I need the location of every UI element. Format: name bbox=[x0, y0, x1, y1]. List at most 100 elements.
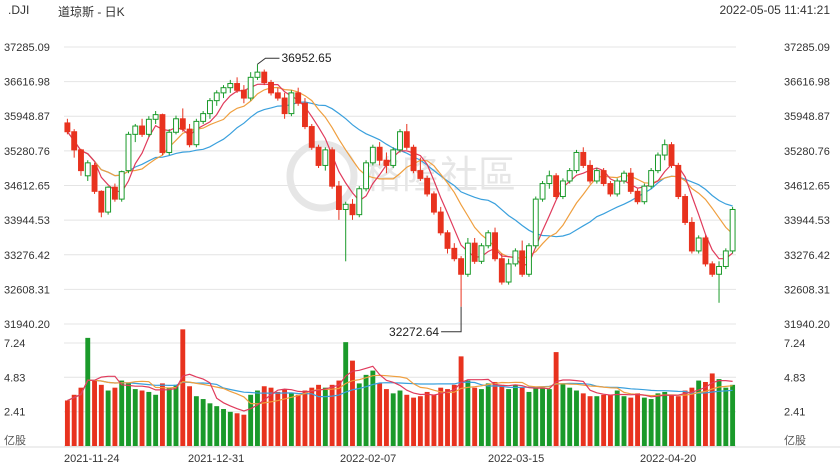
volume-bar bbox=[377, 383, 383, 446]
volume-tick-left: 2.41 bbox=[4, 407, 25, 419]
volume-bar bbox=[261, 386, 267, 446]
volume-ma5-line bbox=[67, 365, 733, 412]
candle-up bbox=[654, 154, 661, 172]
candle-down bbox=[349, 203, 356, 216]
volume-bar bbox=[275, 391, 281, 446]
volume-bar bbox=[112, 387, 118, 446]
candle-up bbox=[566, 170, 573, 182]
watermark-logo-icon bbox=[286, 140, 358, 212]
candle-down bbox=[430, 193, 437, 213]
symbol-code: .DJI bbox=[8, 3, 30, 17]
volume-bar bbox=[553, 352, 559, 446]
volume-bar bbox=[479, 389, 484, 446]
price-tick-left: 37285.09 bbox=[4, 42, 50, 54]
timestamp: 2022-05-05 11:41:21 bbox=[719, 3, 830, 17]
candle-down bbox=[302, 102, 308, 128]
candle-down bbox=[315, 146, 322, 166]
candle-up bbox=[390, 149, 397, 166]
candle-down bbox=[607, 183, 614, 195]
volume-bar bbox=[730, 384, 736, 446]
volume-bar bbox=[153, 394, 159, 446]
volume-bar bbox=[71, 394, 77, 446]
candle-down bbox=[668, 144, 675, 166]
candle-up bbox=[369, 146, 376, 164]
volume-bar bbox=[607, 394, 613, 446]
candle-up bbox=[200, 113, 207, 122]
candle-up bbox=[661, 144, 668, 156]
volume-bar bbox=[689, 387, 695, 446]
candle-down bbox=[627, 172, 634, 192]
volume-bar bbox=[187, 386, 193, 446]
candle-up bbox=[193, 120, 200, 146]
high-annotation-label: 36952.65 bbox=[281, 51, 331, 65]
volume-bar bbox=[214, 406, 220, 446]
volume-bar bbox=[64, 400, 70, 446]
price-tick-left: 34612.65 bbox=[4, 180, 50, 192]
candle-down bbox=[234, 83, 241, 91]
volume-bar bbox=[119, 380, 125, 446]
price-tick-left: 33944.53 bbox=[4, 215, 50, 227]
volume-bar bbox=[350, 360, 355, 446]
candle-up bbox=[105, 186, 112, 213]
candle-down bbox=[383, 159, 390, 166]
volume-bar bbox=[506, 389, 512, 446]
candle-series bbox=[64, 64, 736, 307]
candle-up bbox=[648, 170, 655, 187]
volume-unit-left: 亿股 bbox=[4, 434, 26, 447]
volume-bar bbox=[587, 396, 593, 446]
date-tick: 2021-12-31 bbox=[188, 453, 244, 465]
volume-bar bbox=[248, 394, 254, 446]
volume-bar bbox=[662, 391, 668, 446]
volume-tick-left: 4.83 bbox=[4, 372, 25, 384]
candle-down bbox=[587, 164, 594, 182]
volume-bar bbox=[580, 393, 586, 446]
candle-down bbox=[186, 128, 193, 146]
volume-series bbox=[64, 329, 736, 446]
volume-bar bbox=[146, 391, 152, 446]
candle-up bbox=[397, 131, 403, 151]
chart-title: 道琼斯 - 日K bbox=[58, 5, 125, 19]
price-tick-right: 34612.65 bbox=[784, 180, 830, 192]
volume-bar bbox=[329, 384, 335, 446]
candle-down bbox=[580, 151, 587, 166]
volume-bar bbox=[159, 383, 165, 446]
low-annotation-label: 32272.64 bbox=[389, 325, 439, 339]
candle-down bbox=[139, 125, 146, 135]
candle-up bbox=[722, 250, 729, 267]
candle-up bbox=[464, 242, 471, 275]
candle-down bbox=[268, 82, 274, 94]
candle-up bbox=[254, 71, 261, 78]
volume-bar bbox=[295, 394, 301, 446]
volume-bar bbox=[322, 387, 328, 446]
volume-bar bbox=[499, 384, 505, 446]
volume-bar bbox=[193, 396, 199, 446]
candle-up bbox=[322, 149, 329, 166]
price-tick-right: 32608.31 bbox=[784, 284, 830, 296]
volume-bar bbox=[78, 387, 84, 446]
candle-down bbox=[295, 92, 302, 104]
candle-down bbox=[335, 185, 342, 210]
volume-bar bbox=[336, 380, 342, 446]
volume-bar bbox=[173, 384, 179, 446]
low-annotation-leader bbox=[441, 306, 462, 333]
volume-bar bbox=[98, 384, 104, 446]
candle-down bbox=[403, 131, 410, 148]
candle-down bbox=[471, 242, 478, 262]
candle-up bbox=[593, 170, 600, 182]
volume-bar bbox=[411, 397, 417, 446]
volume-bar bbox=[397, 390, 403, 446]
candle-up bbox=[227, 83, 234, 89]
volume-tick-right: 7.24 bbox=[784, 338, 805, 350]
candle-up bbox=[118, 171, 125, 200]
price-tick-right: 35948.87 bbox=[784, 111, 830, 123]
candle-up bbox=[152, 114, 159, 120]
volume-bar bbox=[445, 389, 450, 446]
volume-bar bbox=[533, 387, 539, 446]
volume-bar bbox=[621, 396, 627, 446]
candle-up bbox=[621, 172, 627, 182]
candle-down bbox=[91, 164, 98, 192]
candle-up bbox=[166, 131, 173, 153]
candle-down bbox=[159, 114, 166, 153]
price-tick-left: 36616.98 bbox=[4, 77, 50, 89]
